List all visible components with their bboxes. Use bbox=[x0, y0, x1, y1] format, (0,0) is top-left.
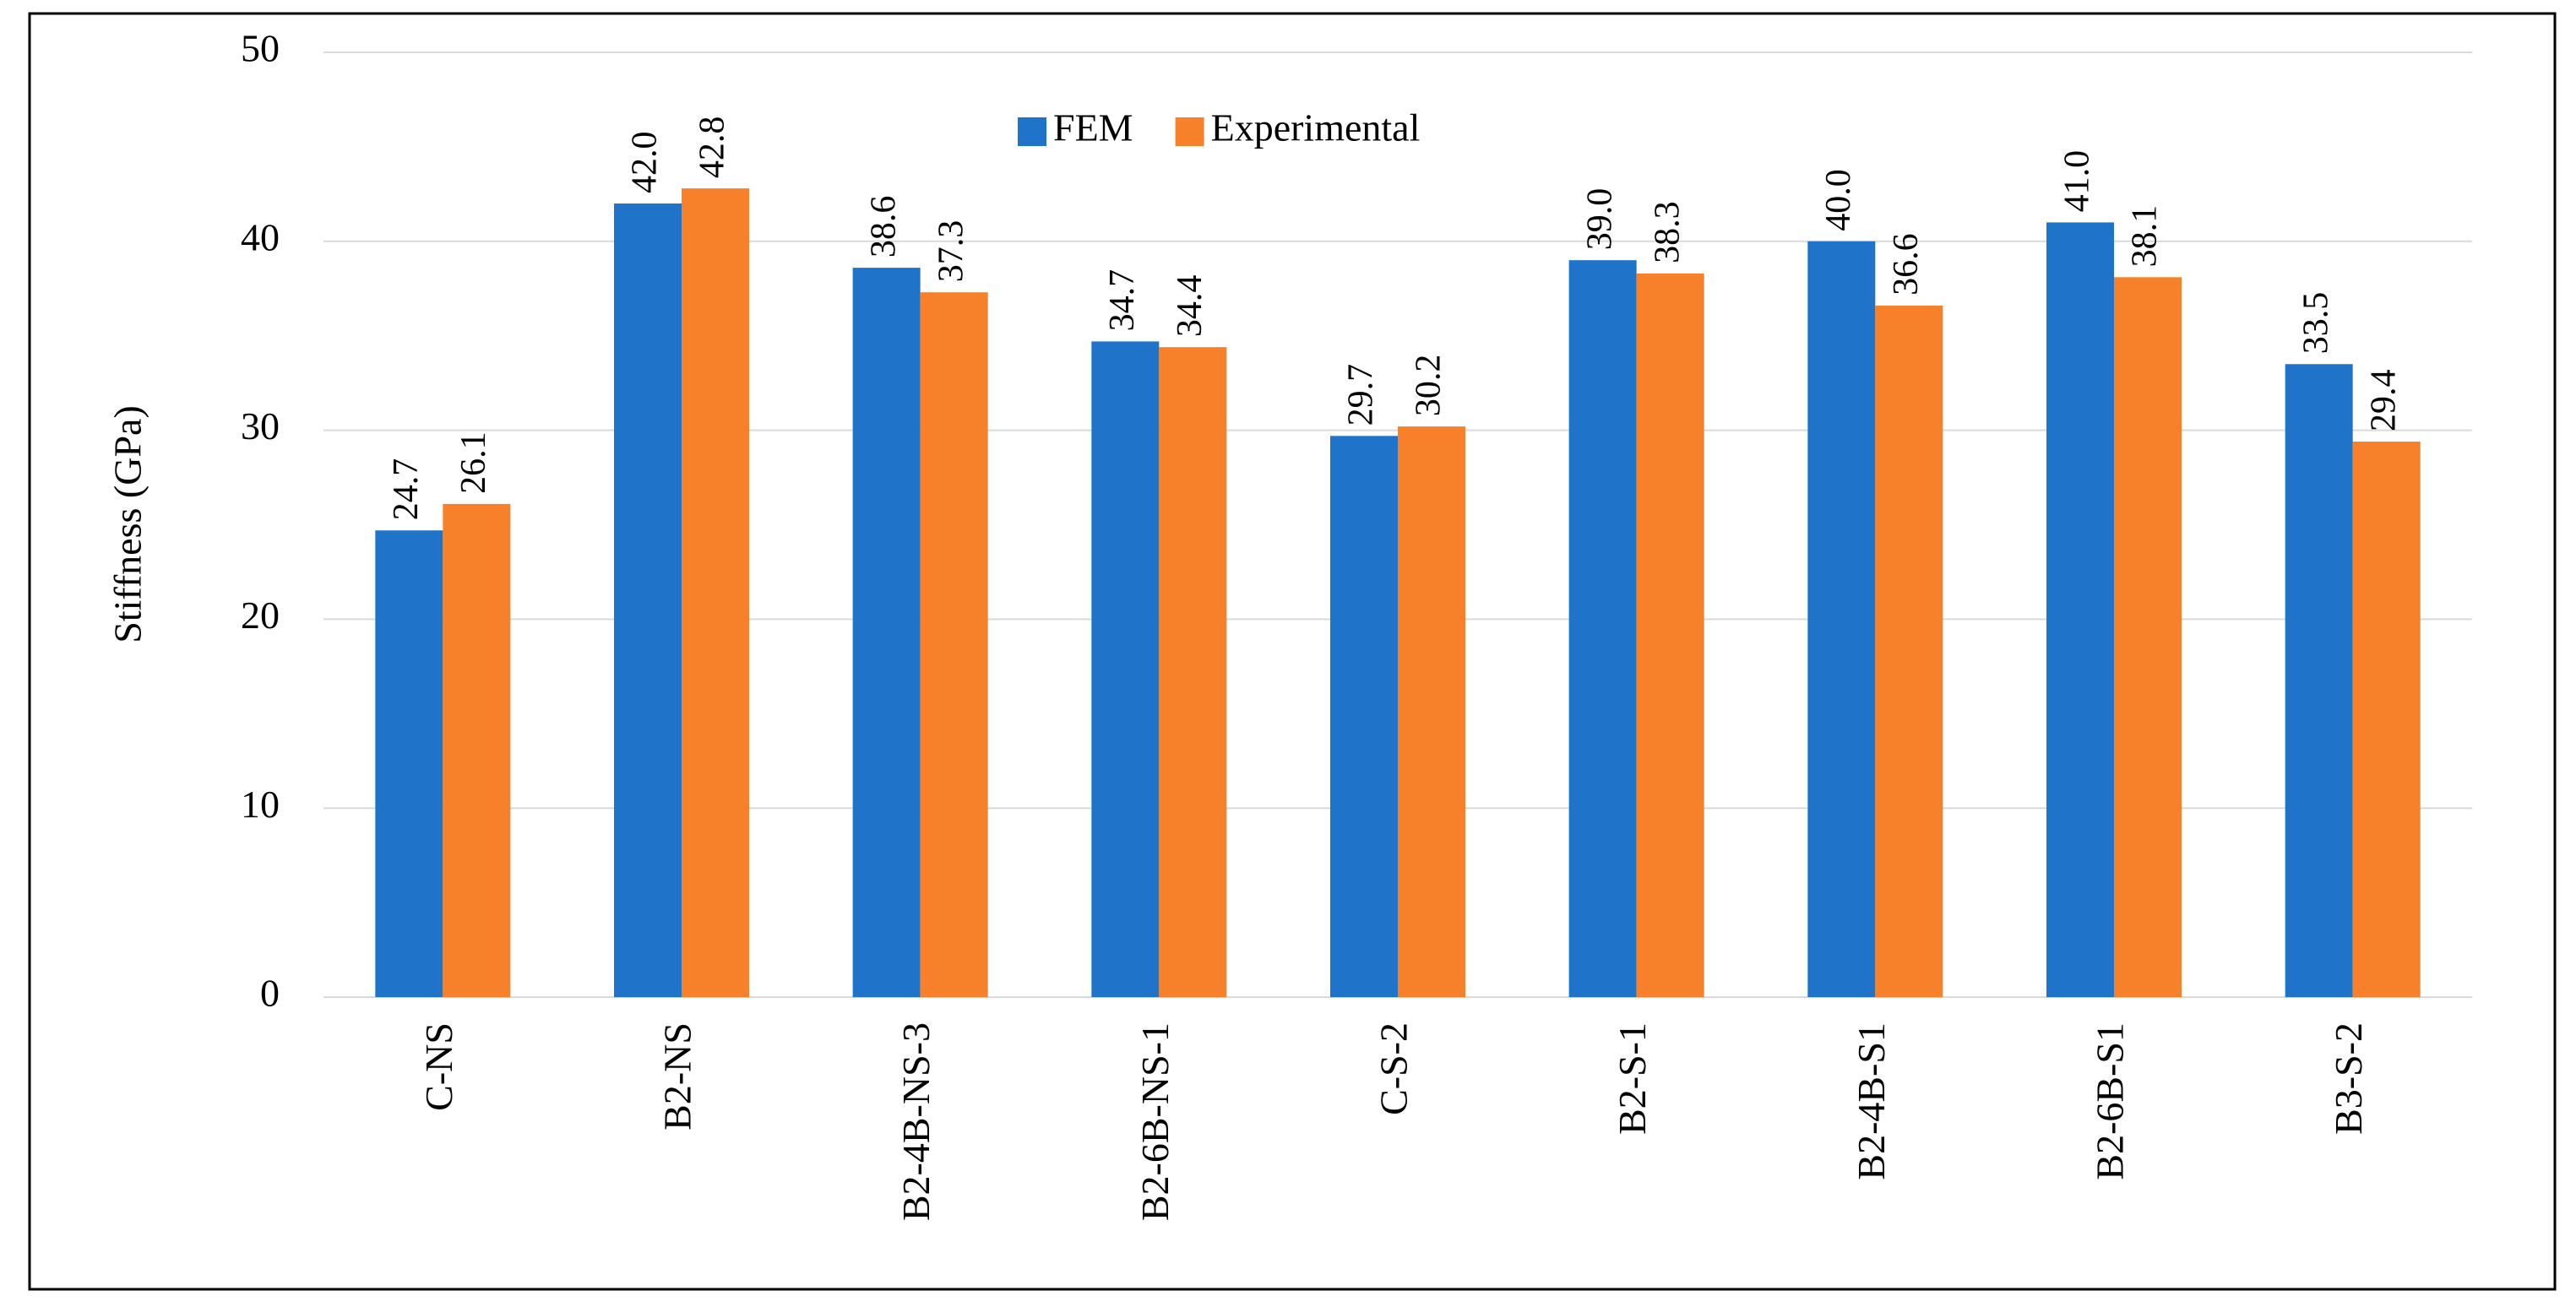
bar bbox=[375, 530, 443, 997]
x-tick-label: B2-6B-NS-1 bbox=[1133, 1022, 1177, 1221]
data-label: 42.8 bbox=[693, 117, 732, 179]
bar bbox=[2285, 364, 2353, 997]
bar bbox=[1636, 273, 1704, 997]
data-label: 29.7 bbox=[1342, 364, 1381, 426]
bar bbox=[1330, 436, 1398, 997]
y-tick-label: 10 bbox=[241, 783, 280, 826]
bar bbox=[443, 503, 511, 997]
legend-label: Experimental bbox=[1211, 106, 1421, 149]
data-label: 33.5 bbox=[2296, 292, 2335, 355]
bar bbox=[682, 188, 749, 998]
data-label: 30.2 bbox=[1410, 355, 1448, 417]
x-tick-label: B2-6B-S1 bbox=[2089, 1022, 2132, 1180]
bar bbox=[852, 268, 921, 998]
x-tick-label: C-NS bbox=[417, 1022, 460, 1111]
x-tick-label: B3-S-2 bbox=[2327, 1022, 2370, 1135]
bar bbox=[614, 203, 682, 998]
data-label: 38.6 bbox=[864, 196, 903, 258]
bar bbox=[1568, 260, 1637, 997]
y-tick-label: 50 bbox=[241, 27, 280, 70]
y-axis-title: Stiffness (GPa) bbox=[106, 405, 149, 643]
bar bbox=[2046, 222, 2114, 997]
bar bbox=[1398, 426, 1465, 997]
bar bbox=[2352, 442, 2421, 997]
data-label: 36.6 bbox=[1887, 233, 1926, 296]
x-tick-label: B2-4B-NS-3 bbox=[894, 1022, 937, 1221]
legend-swatch bbox=[1175, 117, 1204, 146]
y-tick-label: 0 bbox=[260, 972, 280, 1015]
data-label: 42.0 bbox=[626, 132, 665, 194]
x-tick-label: C-S-2 bbox=[1372, 1022, 1416, 1115]
data-label: 37.3 bbox=[932, 220, 970, 283]
data-label: 38.3 bbox=[1648, 201, 1687, 263]
data-label: 34.4 bbox=[1171, 275, 1209, 338]
data-label: 29.4 bbox=[2364, 370, 2403, 432]
data-label: 24.7 bbox=[387, 458, 426, 521]
data-label: 34.7 bbox=[1103, 269, 1142, 332]
x-tick-label: B2-4B-S1 bbox=[1850, 1022, 1893, 1180]
bar bbox=[1091, 341, 1160, 997]
legend-swatch bbox=[1018, 117, 1046, 146]
data-label: 38.1 bbox=[2126, 205, 2165, 268]
y-tick-label: 40 bbox=[241, 215, 280, 258]
data-label: 40.0 bbox=[1819, 169, 1858, 231]
bar bbox=[2114, 277, 2182, 997]
x-tick-label: B2-S-1 bbox=[1611, 1022, 1654, 1135]
y-tick-label: 30 bbox=[241, 404, 280, 447]
data-label: 39.0 bbox=[1580, 188, 1619, 251]
data-label: 26.1 bbox=[454, 431, 493, 494]
bar bbox=[1875, 305, 1943, 998]
bar bbox=[1159, 347, 1227, 997]
bar bbox=[920, 292, 988, 997]
bar bbox=[1807, 241, 1876, 997]
y-tick-label: 20 bbox=[241, 594, 280, 637]
legend-label: FEM bbox=[1053, 106, 1133, 149]
x-tick-label: B2-NS bbox=[656, 1022, 699, 1131]
data-label: 41.0 bbox=[2058, 150, 2097, 213]
